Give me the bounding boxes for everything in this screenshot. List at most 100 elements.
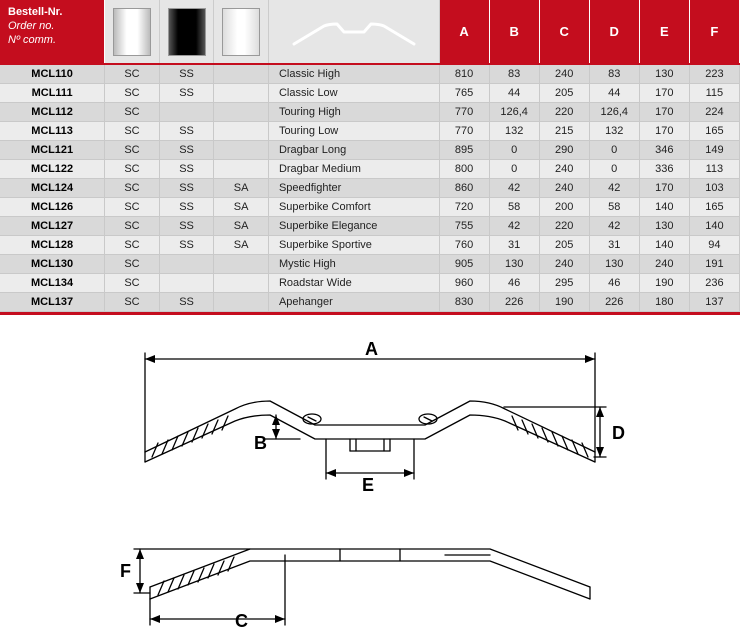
cell-f: 113 xyxy=(689,160,739,179)
cell-a: 960 xyxy=(439,274,489,293)
cell-c: 295 xyxy=(539,274,589,293)
cell-sa: SA xyxy=(214,217,269,236)
table-row: MCL111SCSSClassic Low7654420544170115 xyxy=(0,84,740,103)
cell-name: Superbike Comfort xyxy=(268,198,439,217)
cell-f: 140 xyxy=(689,217,739,236)
cell-sa xyxy=(214,122,269,141)
cell-part: MCL130 xyxy=(0,255,105,274)
order-label-fr: Nº comm. xyxy=(8,34,56,46)
cell-d: 132 xyxy=(589,122,639,141)
table-row: MCL137SCSSApehanger830226190226180137 xyxy=(0,293,740,312)
cell-e: 140 xyxy=(639,198,689,217)
cell-sa xyxy=(214,84,269,103)
cell-sc: SC xyxy=(105,84,160,103)
cell-b: 226 xyxy=(489,293,539,312)
cell-ss: SS xyxy=(159,217,214,236)
cell-part: MCL128 xyxy=(0,236,105,255)
cell-ss: SS xyxy=(159,122,214,141)
table-row: MCL121SCSSDragbar Long89502900346149 xyxy=(0,141,740,160)
cell-e: 130 xyxy=(639,64,689,84)
cell-c: 240 xyxy=(539,64,589,84)
table-body: MCL110SCSSClassic High8108324083130223MC… xyxy=(0,64,740,312)
cell-sa xyxy=(214,160,269,179)
cell-d: 42 xyxy=(589,179,639,198)
cell-d: 58 xyxy=(589,198,639,217)
handlebar-icon xyxy=(289,12,419,52)
cell-ss: SS xyxy=(159,64,214,84)
cell-ss: SS xyxy=(159,293,214,312)
table-row: MCL124SCSSSASpeedfighter8604224042170103 xyxy=(0,179,740,198)
cell-sc: SC xyxy=(105,122,160,141)
cell-f: 236 xyxy=(689,274,739,293)
cell-c: 240 xyxy=(539,160,589,179)
cell-b: 44 xyxy=(489,84,539,103)
cell-f: 94 xyxy=(689,236,739,255)
cell-e: 170 xyxy=(639,103,689,122)
dim-label-b: B xyxy=(254,433,267,453)
cell-e: 170 xyxy=(639,84,689,103)
cell-part: MCL126 xyxy=(0,198,105,217)
cell-c: 215 xyxy=(539,122,589,141)
cell-part: MCL124 xyxy=(0,179,105,198)
swatch-chrome-header xyxy=(105,0,160,64)
cell-sa xyxy=(214,274,269,293)
cell-a: 720 xyxy=(439,198,489,217)
table-row: MCL126SCSSSASuperbike Comfort72058200581… xyxy=(0,198,740,217)
cell-ss: SS xyxy=(159,198,214,217)
cell-sa xyxy=(214,64,269,84)
cell-d: 83 xyxy=(589,64,639,84)
cell-e: 180 xyxy=(639,293,689,312)
table-row: MCL122SCSSDragbar Medium80002400336113 xyxy=(0,160,740,179)
cell-part: MCL111 xyxy=(0,84,105,103)
cell-sc: SC xyxy=(105,160,160,179)
cell-name: Apehanger xyxy=(268,293,439,312)
dim-label-d: D xyxy=(612,423,625,443)
cell-name: Superbike Sportive xyxy=(268,236,439,255)
cell-ss: SS xyxy=(159,141,214,160)
order-label-en: Order no. xyxy=(8,20,54,32)
cell-c: 240 xyxy=(539,255,589,274)
cell-name: Dragbar Medium xyxy=(268,160,439,179)
cell-sc: SC xyxy=(105,103,160,122)
cell-name: Touring High xyxy=(268,103,439,122)
cell-a: 800 xyxy=(439,160,489,179)
cell-sc: SC xyxy=(105,198,160,217)
dim-label-e: E xyxy=(362,475,374,495)
cell-a: 810 xyxy=(439,64,489,84)
cell-b: 83 xyxy=(489,64,539,84)
col-c: C xyxy=(539,0,589,64)
cell-b: 126,4 xyxy=(489,103,539,122)
silver-swatch-icon xyxy=(222,8,260,56)
cell-d: 44 xyxy=(589,84,639,103)
table-row: MCL127SCSSSASuperbike Elegance7554222042… xyxy=(0,217,740,236)
cell-b: 42 xyxy=(489,179,539,198)
cell-c: 200 xyxy=(539,198,589,217)
order-header: Bestell-Nr. Order no. Nº comm. xyxy=(0,0,105,64)
cell-a: 765 xyxy=(439,84,489,103)
cell-b: 132 xyxy=(489,122,539,141)
cell-part: MCL127 xyxy=(0,217,105,236)
table-row: MCL110SCSSClassic High8108324083130223 xyxy=(0,64,740,84)
table-row: MCL128SCSSSASuperbike Sportive7603120531… xyxy=(0,236,740,255)
cell-d: 130 xyxy=(589,255,639,274)
cell-part: MCL122 xyxy=(0,160,105,179)
cell-part: MCL121 xyxy=(0,141,105,160)
cell-c: 220 xyxy=(539,217,589,236)
cell-name: Classic High xyxy=(268,64,439,84)
cell-e: 170 xyxy=(639,179,689,198)
dim-label-a: A xyxy=(365,339,378,359)
cell-sc: SC xyxy=(105,236,160,255)
cell-e: 130 xyxy=(639,217,689,236)
cell-a: 830 xyxy=(439,293,489,312)
col-f: F xyxy=(689,0,739,64)
cell-c: 290 xyxy=(539,141,589,160)
cell-a: 860 xyxy=(439,179,489,198)
cell-c: 205 xyxy=(539,84,589,103)
cell-a: 905 xyxy=(439,255,489,274)
cell-sc: SC xyxy=(105,64,160,84)
cell-ss xyxy=(159,274,214,293)
handlebar-shape-header xyxy=(268,0,439,64)
cell-part: MCL134 xyxy=(0,274,105,293)
cell-ss xyxy=(159,103,214,122)
cell-f: 165 xyxy=(689,122,739,141)
